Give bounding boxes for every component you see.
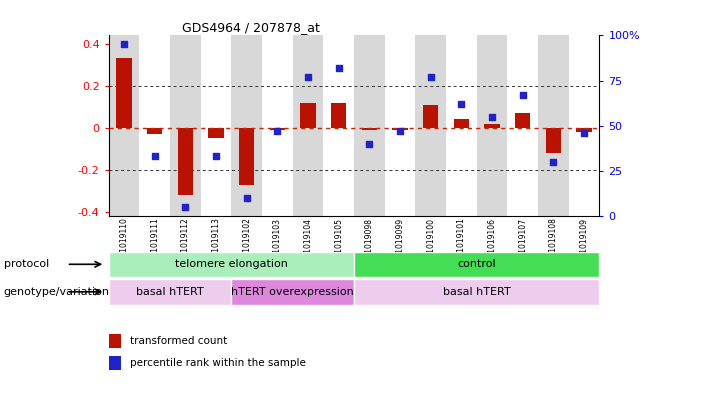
Bar	[508, 35, 538, 216]
Point	[179, 204, 191, 210]
Text: transformed count: transformed count	[130, 336, 227, 346]
Bar	[477, 35, 508, 216]
Bar	[323, 35, 354, 216]
Point	[456, 101, 467, 107]
Bar	[569, 35, 599, 216]
Text: basal hTERT: basal hTERT	[443, 287, 510, 297]
Bar	[147, 128, 163, 134]
Point	[272, 128, 283, 134]
Bar	[576, 128, 592, 132]
Text: control: control	[457, 259, 496, 269]
Point	[333, 65, 344, 71]
Bar	[170, 35, 200, 216]
Bar	[262, 35, 293, 216]
Point	[241, 195, 252, 201]
Bar	[515, 113, 531, 128]
Point	[118, 41, 130, 48]
Text: GDS4964 / 207878_at: GDS4964 / 207878_at	[182, 21, 320, 34]
Bar	[231, 35, 262, 216]
Bar	[139, 35, 170, 216]
Bar	[109, 356, 121, 370]
Point	[149, 153, 161, 160]
Bar	[109, 279, 231, 305]
Bar	[545, 128, 561, 153]
Bar	[362, 128, 377, 130]
Bar	[200, 35, 231, 216]
Text: genotype/variation: genotype/variation	[4, 287, 109, 297]
Bar	[331, 103, 346, 128]
Point	[547, 159, 559, 165]
Bar	[354, 279, 599, 305]
Bar	[231, 279, 354, 305]
Point	[486, 114, 498, 120]
Bar	[423, 105, 438, 128]
Text: percentile rank within the sample: percentile rank within the sample	[130, 358, 306, 368]
Bar	[116, 59, 132, 128]
Bar	[109, 35, 139, 216]
Bar	[385, 35, 415, 216]
Point	[302, 74, 313, 80]
Bar	[484, 124, 500, 128]
Text: hTERT overexpression: hTERT overexpression	[231, 287, 354, 297]
Point	[578, 130, 590, 136]
Bar	[109, 252, 354, 277]
Point	[210, 153, 222, 160]
Point	[517, 92, 529, 98]
Point	[364, 141, 375, 147]
Bar	[109, 334, 121, 348]
Bar	[300, 103, 315, 128]
Bar	[270, 128, 285, 130]
Bar	[354, 252, 599, 277]
Text: basal hTERT: basal hTERT	[136, 287, 204, 297]
Bar	[393, 128, 408, 130]
Bar	[538, 35, 569, 216]
Bar	[354, 35, 385, 216]
Point	[395, 128, 406, 134]
Text: telomere elongation: telomere elongation	[175, 259, 288, 269]
Text: protocol: protocol	[4, 259, 49, 269]
Point	[425, 74, 436, 80]
Bar	[446, 35, 477, 216]
Bar	[239, 128, 254, 185]
Bar	[208, 128, 224, 138]
Bar	[177, 128, 193, 195]
Bar	[293, 35, 323, 216]
Bar	[454, 119, 469, 128]
Bar	[415, 35, 446, 216]
